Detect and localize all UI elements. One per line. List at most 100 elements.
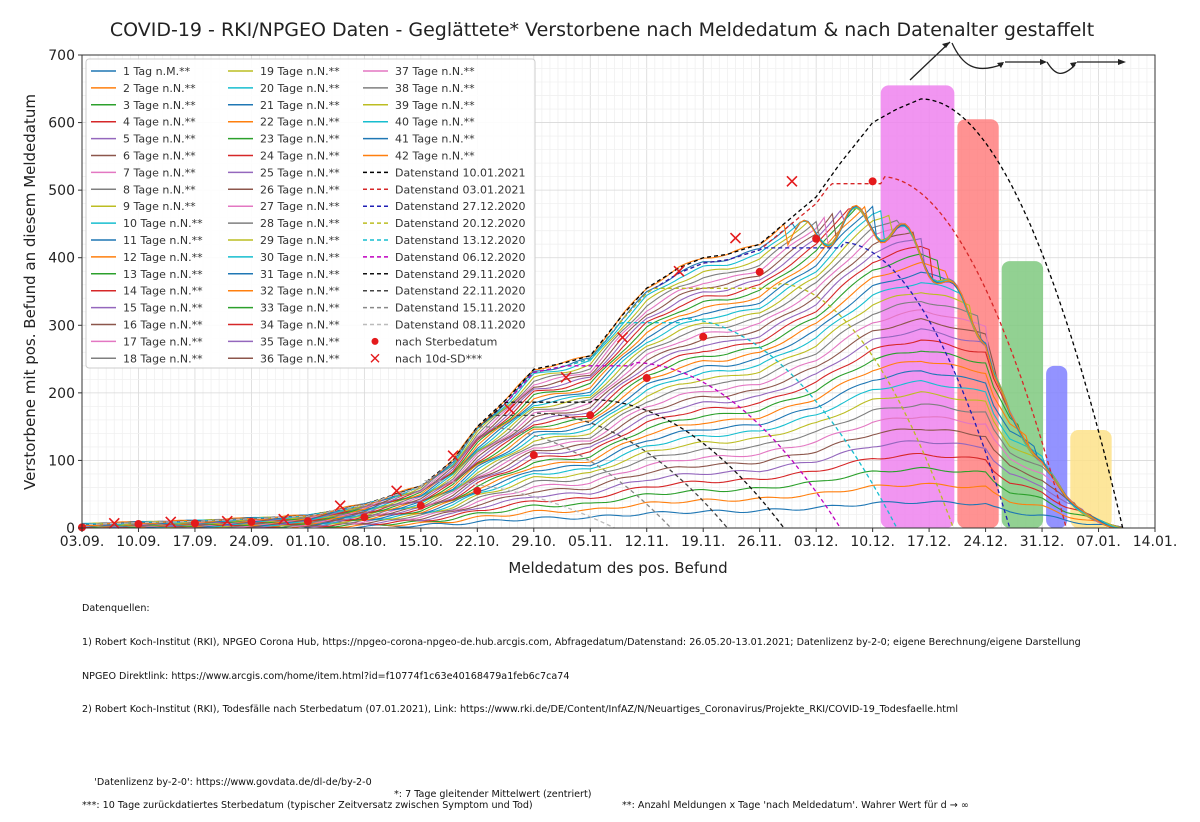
legend-label: Datenstand 10.01.2021 — [395, 166, 525, 179]
sterbedatum-10d-point — [729, 232, 742, 244]
sterbedatum-10d-point — [447, 450, 459, 462]
x-tick-label: 17.12. — [907, 534, 952, 550]
legend-label: 8 Tage n.N.** — [123, 183, 196, 196]
footer: Datenquellen: 1) Robert Koch-Institut (R… — [82, 581, 1081, 822]
footer-line: 2) Robert Koch-Institut (RKI), Todesfäll… — [82, 704, 959, 716]
x-tick-label: 03.12. — [794, 534, 839, 550]
legend-label: 32 Tage n.N.** — [260, 285, 340, 298]
legend-label: 26 Tage n.N.** — [260, 183, 340, 196]
arrow-curve-2 — [1046, 61, 1076, 74]
legend-swatch — [371, 337, 379, 345]
age-series-lines — [81, 204, 1123, 529]
sterbedatum-10d-point — [673, 265, 685, 277]
legend-label: 36 Tage n.N.** — [260, 352, 340, 365]
sterbedatum-10d-point — [786, 175, 798, 187]
sterbedatum-10d-point — [504, 403, 516, 415]
y-tick-label: 100 — [48, 453, 75, 469]
sterbedatum-point — [868, 177, 877, 186]
legend-label: 1 Tag n.M.** — [123, 65, 191, 78]
legend-label: 34 Tage n.N.** — [260, 319, 340, 332]
y-tick-label: 600 — [48, 116, 75, 132]
x-tick-label: 31.12. — [1020, 534, 1065, 550]
sterbedatum-point — [473, 486, 482, 495]
legend-label: 25 Tage n.N.** — [260, 166, 340, 179]
arrow-flat-1-head — [1040, 59, 1047, 65]
sterbedatum-10d-point — [560, 371, 572, 383]
legend-label: 29 Tage n.N.** — [260, 234, 340, 247]
legend-box — [85, 58, 536, 369]
legend: 1 Tag n.M.** 2 Tage n.N.** 3 Tage n.N.** 4 … — [85, 58, 536, 369]
arrow-curve-1 — [951, 42, 1004, 69]
x-axis-ticks: 03.09. 10.09. 17.09. 24.09. 01.10. 08.10. 15.1… — [60, 528, 1177, 550]
footer-license: 'Datenlizenz by-2-0': https://www.govdat… — [94, 777, 372, 789]
block-blue — [1046, 365, 1068, 528]
sterbedatum-10d-point — [616, 331, 629, 344]
x-tick-label: 19.11. — [681, 534, 726, 550]
legend-label: Datenstand 27.12.2020 — [395, 200, 525, 213]
x-tick-label: 26.11. — [737, 534, 782, 550]
x-axis-label: Meldedatum des pos. Befund — [508, 559, 727, 577]
legend-label: 2 Tage n.N.** — [123, 82, 196, 95]
legend-label: 33 Tage n.N.** — [260, 302, 340, 315]
legend-label: 37 Tage n.N.** — [395, 65, 475, 78]
legend-label: 41 Tage n.N.** — [395, 133, 475, 146]
legend-label: Datenstand 20.12.2020 — [395, 217, 525, 230]
sterbedatum-10d-point — [391, 485, 403, 497]
trend-arrows-annotation — [909, 41, 1126, 81]
marker-points — [78, 175, 877, 532]
legend-label: 27 Tage n.N.** — [260, 200, 340, 213]
highlight-blocks — [880, 85, 1112, 529]
datenstand-line — [81, 282, 954, 529]
age-series-line — [81, 204, 1119, 529]
legend-label: Datenstand 08.11.2020 — [395, 319, 525, 332]
datenstand-line — [81, 98, 1124, 529]
legend-label: 24 Tage n.N.** — [260, 150, 340, 163]
sterbedatum-10d-point — [221, 515, 233, 527]
legend-label: Datenstand 13.12.2020 — [395, 234, 525, 247]
sterbedatum-10d-point — [165, 516, 177, 528]
legend-label: Datenstand 03.01.2021 — [395, 183, 525, 196]
arrow-up — [909, 41, 951, 81]
sterbedatum-point — [247, 517, 256, 526]
sterbedatum-point — [303, 517, 312, 526]
block-green — [1001, 261, 1044, 528]
footer-line: Datenquellen: — [82, 603, 150, 615]
legend-label: 15 Tage n.N.** — [123, 302, 203, 315]
x-tick-label: 07.01. — [1076, 534, 1121, 550]
legend-label: 16 Tage n.N.** — [123, 319, 203, 332]
x-tick-label: 01.10. — [286, 534, 331, 550]
arrow-curve-1-head — [997, 62, 1004, 68]
x-tick-label: 24.09. — [229, 534, 274, 550]
sterbedatum-point — [360, 513, 369, 522]
sterbedatum-point — [699, 332, 708, 341]
legend-label: Datenstand 29.11.2020 — [395, 268, 525, 281]
sterbedatum-point — [755, 267, 764, 276]
legend-label: Datenstand 06.12.2020 — [395, 251, 525, 264]
legend-label: 22 Tage n.N.** — [260, 116, 340, 129]
footer-note-age: **: Anzahl Meldungen x Tage 'nach Melded… — [622, 799, 969, 811]
age-series-line — [81, 380, 1123, 529]
y-tick-label: 400 — [48, 251, 75, 267]
block-yellow — [1070, 430, 1112, 528]
chart: COVID-19 - RKI/NPGEO Daten - Geglättete*… — [21, 19, 1177, 577]
age-series-line — [82, 440, 1123, 529]
legend-label: 11 Tage n.N.** — [123, 234, 203, 247]
y-axis-ticks: 0 100 200 300 400 500 600 700 — [48, 48, 82, 537]
y-tick-label: 500 — [48, 183, 75, 199]
legend-label: 42 Tage n.N.** — [395, 150, 475, 163]
legend-label: 28 Tage n.N.** — [260, 217, 340, 230]
legend-label: 40 Tage n.N.** — [395, 116, 475, 129]
legend-label: 5 Tage n.N.** — [123, 133, 196, 146]
sterbedatum-10d-point — [334, 500, 346, 512]
footer-line: 1) Robert Koch-Institut (RKI), NPGEO Cor… — [82, 637, 1081, 648]
legend-label: 13 Tage n.N.** — [123, 268, 203, 281]
legend-label: 14 Tage n.N.** — [123, 285, 203, 298]
chart-title: COVID-19 - RKI/NPGEO Daten - Geglättete*… — [110, 19, 1094, 41]
y-tick-label: 700 — [48, 48, 75, 64]
sterbedatum-point — [812, 234, 821, 243]
x-tick-label: 03.09. — [60, 534, 105, 550]
sterbedatum-point — [416, 501, 425, 510]
sterbedatum-point — [190, 519, 199, 528]
footer-line: NPGEO Direktlink: https://www.arcgis.com… — [82, 670, 570, 682]
legend-label: 18 Tage n.N.** — [123, 352, 203, 365]
